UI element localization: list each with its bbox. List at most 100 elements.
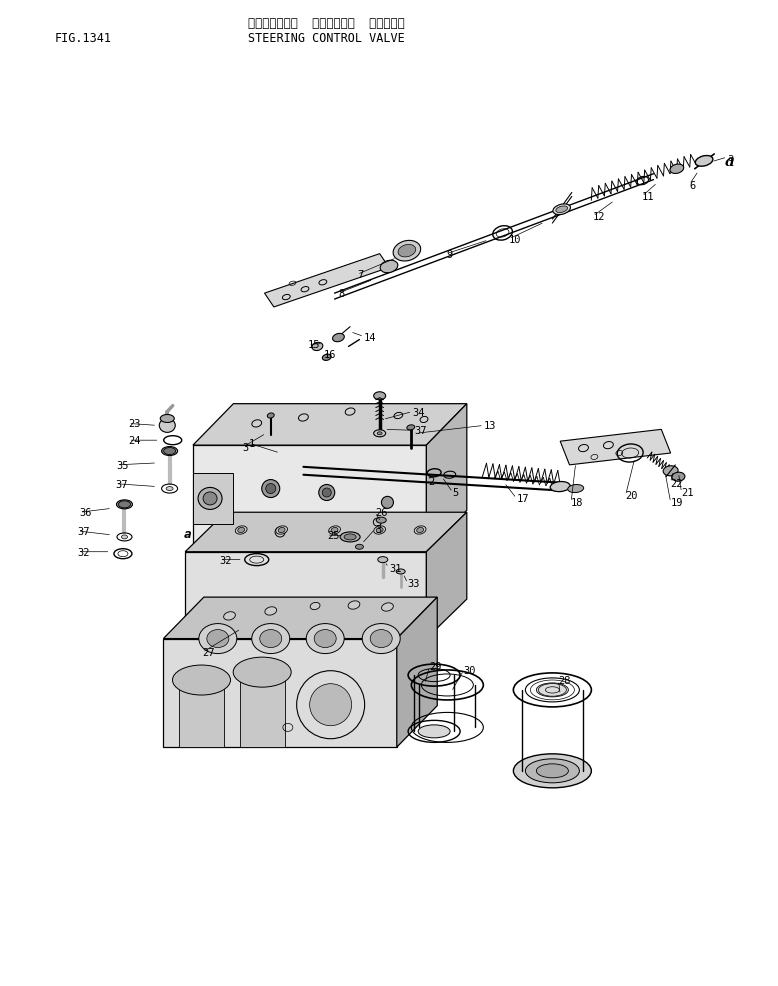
Text: 7: 7 <box>357 270 363 280</box>
Ellipse shape <box>159 419 175 433</box>
Ellipse shape <box>340 532 360 542</box>
Text: a: a <box>725 155 735 169</box>
Ellipse shape <box>555 207 568 213</box>
Polygon shape <box>185 513 467 552</box>
Ellipse shape <box>393 242 421 261</box>
Text: 2: 2 <box>428 476 434 486</box>
Ellipse shape <box>118 501 131 509</box>
Ellipse shape <box>381 497 394 509</box>
Ellipse shape <box>370 630 392 648</box>
Ellipse shape <box>513 754 591 788</box>
Ellipse shape <box>377 528 383 533</box>
Text: 19: 19 <box>671 498 683 508</box>
Text: 3: 3 <box>375 525 381 534</box>
Text: 3: 3 <box>243 443 249 453</box>
Text: 21: 21 <box>682 488 694 498</box>
Text: 24: 24 <box>128 436 141 446</box>
Text: 20: 20 <box>626 491 638 501</box>
Ellipse shape <box>233 658 291 687</box>
Ellipse shape <box>260 630 282 648</box>
Ellipse shape <box>381 603 394 611</box>
Ellipse shape <box>407 425 415 431</box>
Ellipse shape <box>322 488 331 498</box>
Text: 33: 33 <box>408 579 420 589</box>
Ellipse shape <box>363 624 400 654</box>
Polygon shape <box>179 680 224 747</box>
Text: 32: 32 <box>219 555 232 565</box>
Text: 14: 14 <box>364 332 377 342</box>
Text: 25: 25 <box>327 530 339 540</box>
Ellipse shape <box>328 527 341 534</box>
Ellipse shape <box>568 485 584 493</box>
Ellipse shape <box>279 528 285 533</box>
Text: 37: 37 <box>414 426 426 436</box>
Text: 15: 15 <box>308 340 321 350</box>
Text: 23: 23 <box>128 419 141 429</box>
Text: 13: 13 <box>484 421 496 431</box>
Text: 36: 36 <box>79 508 92 518</box>
Ellipse shape <box>536 764 569 778</box>
Text: FIG.1341: FIG.1341 <box>55 33 112 45</box>
Text: 37: 37 <box>78 527 90 536</box>
Polygon shape <box>193 446 426 552</box>
Ellipse shape <box>380 261 398 273</box>
Text: 26: 26 <box>375 508 387 518</box>
Polygon shape <box>397 598 437 747</box>
Ellipse shape <box>312 343 323 351</box>
Ellipse shape <box>378 557 387 563</box>
Ellipse shape <box>396 569 405 575</box>
Ellipse shape <box>265 607 277 615</box>
Text: 12: 12 <box>593 212 605 222</box>
Ellipse shape <box>696 157 713 167</box>
Ellipse shape <box>348 601 360 609</box>
Text: 18: 18 <box>571 498 584 508</box>
Text: 1: 1 <box>249 439 255 449</box>
Text: 35: 35 <box>117 460 129 470</box>
Ellipse shape <box>160 415 174 423</box>
Ellipse shape <box>319 485 335 501</box>
Ellipse shape <box>166 487 173 491</box>
Ellipse shape <box>121 535 128 539</box>
Ellipse shape <box>322 355 331 361</box>
Text: 5: 5 <box>453 488 459 498</box>
Text: STEERING CONTROL VALVE: STEERING CONTROL VALVE <box>248 33 405 45</box>
Ellipse shape <box>203 492 217 506</box>
Polygon shape <box>426 404 467 552</box>
Polygon shape <box>560 430 671 465</box>
Ellipse shape <box>173 666 230 695</box>
Text: 6: 6 <box>689 180 696 190</box>
Polygon shape <box>426 513 467 639</box>
Ellipse shape <box>670 165 684 175</box>
Text: 16: 16 <box>324 350 336 360</box>
Ellipse shape <box>163 448 176 456</box>
Text: 9: 9 <box>447 249 453 259</box>
Text: 28: 28 <box>559 675 571 685</box>
Ellipse shape <box>307 624 344 654</box>
Polygon shape <box>185 552 426 639</box>
Ellipse shape <box>398 246 415 257</box>
Ellipse shape <box>417 528 423 533</box>
Text: a: a <box>727 153 734 163</box>
Ellipse shape <box>373 527 386 534</box>
Polygon shape <box>193 404 467 446</box>
Ellipse shape <box>550 482 570 492</box>
Polygon shape <box>265 254 389 308</box>
Text: ステアリング゛  コントロール  ハ゛ルフ゛: ステアリング゛ コントロール ハ゛ルフ゛ <box>248 18 405 31</box>
Ellipse shape <box>266 484 275 494</box>
Ellipse shape <box>261 480 280 498</box>
Ellipse shape <box>310 602 320 610</box>
Polygon shape <box>193 473 233 525</box>
Text: 37: 37 <box>115 479 128 489</box>
Ellipse shape <box>553 205 570 215</box>
Ellipse shape <box>344 534 356 540</box>
Polygon shape <box>240 672 285 747</box>
Ellipse shape <box>525 759 580 783</box>
Ellipse shape <box>331 528 338 533</box>
Ellipse shape <box>377 518 386 524</box>
Ellipse shape <box>223 612 236 620</box>
Ellipse shape <box>418 725 450 739</box>
Text: 17: 17 <box>517 494 529 504</box>
Text: 27: 27 <box>202 648 215 658</box>
Text: a: a <box>184 528 191 541</box>
Ellipse shape <box>117 500 132 510</box>
